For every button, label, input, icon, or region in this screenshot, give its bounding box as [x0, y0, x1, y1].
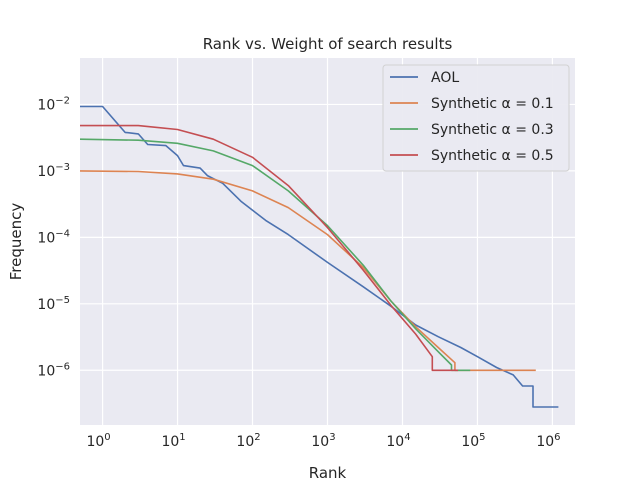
x-tick-label: 103 — [311, 432, 335, 450]
legend-box — [382, 64, 570, 172]
legend-label: AOL — [431, 70, 459, 86]
x-tick-label: 102 — [236, 432, 260, 450]
y-tick-label: 10−6 — [37, 361, 70, 379]
x-tick-label: 105 — [461, 432, 485, 450]
y-tick-label: 10−4 — [37, 228, 70, 246]
x-tick-label: 106 — [536, 432, 560, 450]
legend-label: Synthetic α = 0.5 — [431, 148, 554, 164]
y-tick-labels: 10−6 10−5 10−4 10−3 10−2 — [37, 95, 70, 379]
legend: AOL Synthetic α = 0.1 Synthetic α = 0.3 Syn… — [382, 64, 570, 172]
legend-label: Synthetic α = 0.3 — [431, 122, 554, 138]
x-gridlines — [101, 58, 554, 425]
x-tick-label: 101 — [161, 432, 185, 450]
y-tick-label: 10−5 — [37, 295, 70, 313]
chart-title: Rank vs. Weight of search results — [203, 35, 453, 53]
x-axis-label: Rank — [309, 464, 347, 480]
y-axis-label: Frequency — [7, 203, 25, 281]
x-tick-label: 100 — [86, 432, 110, 450]
series-line-2 — [80, 138, 471, 372]
series-lines — [80, 105, 559, 408]
x-tick-labels: 100 101 102 103 104 105 106 — [86, 432, 560, 450]
series-line-0 — [80, 105, 559, 408]
legend-label: Synthetic α = 0.1 — [431, 96, 554, 112]
x-tick-label: 104 — [386, 432, 410, 450]
y-tick-label: 10−3 — [37, 162, 70, 180]
series-line-3 — [80, 124, 458, 372]
y-tick-label: 10−2 — [37, 95, 70, 113]
series-line-1 — [80, 170, 536, 372]
